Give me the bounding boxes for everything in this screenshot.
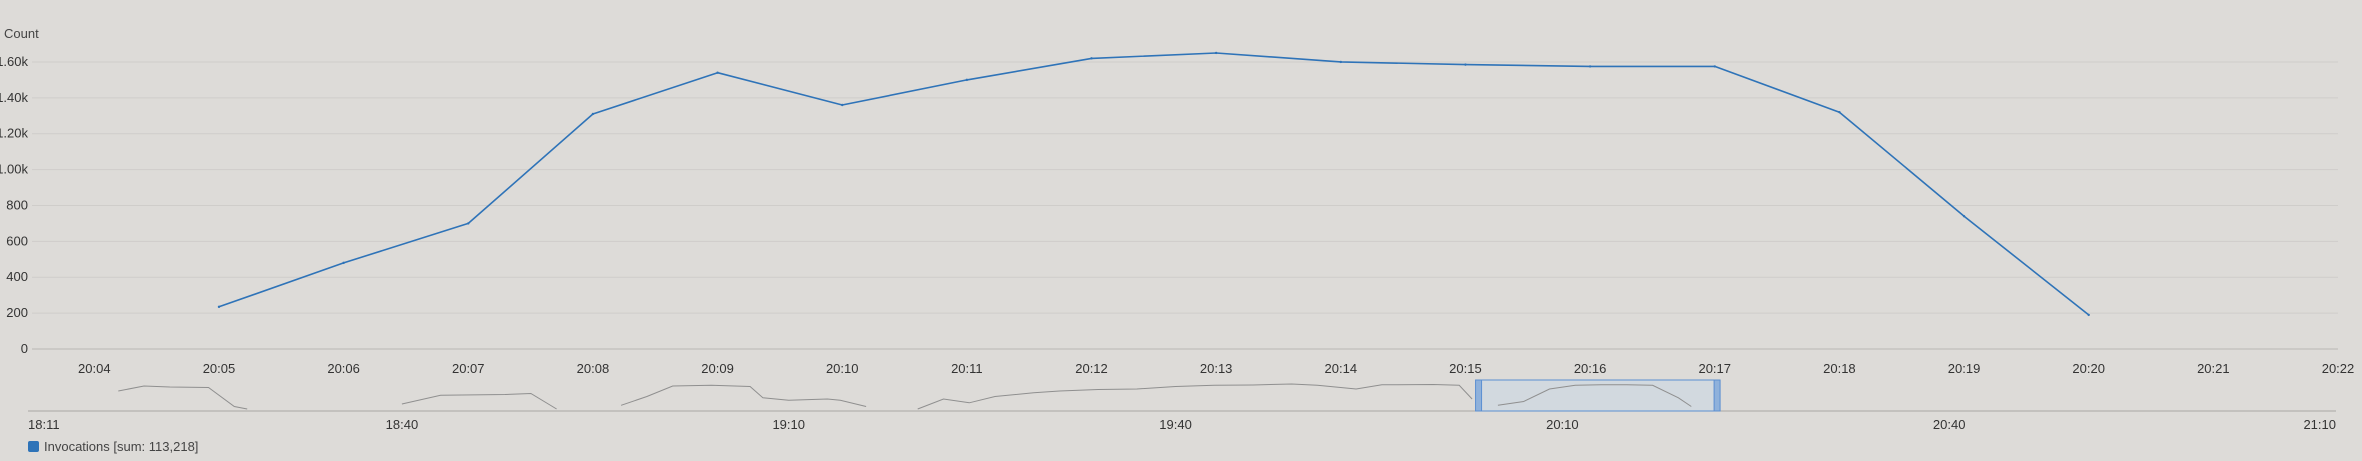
y-tick-label: 0 (21, 341, 28, 356)
navigator-tick-label: 18:40 (386, 417, 419, 432)
y-tick-label: 400 (6, 269, 28, 284)
x-tick-label: 20:09 (701, 361, 734, 376)
navigator-tick-label: 19:40 (1159, 417, 1192, 432)
data-point (1214, 51, 1218, 55)
data-point (841, 103, 844, 107)
x-tick-label: 20:21 (2197, 361, 2230, 376)
data-point (1464, 63, 1467, 66)
data-point (342, 261, 345, 265)
x-tick-label: 20:08 (577, 361, 610, 376)
x-tick-label: 20:13 (1200, 361, 1233, 376)
x-tick-label: 20:06 (327, 361, 360, 376)
data-point (591, 112, 595, 116)
y-axis-title: Count (4, 26, 39, 41)
x-tick-label: 20:12 (1075, 361, 1108, 376)
navigator-tick-label: 19:10 (772, 417, 805, 432)
x-tick-label: 20:04 (78, 361, 111, 376)
y-tick-label: 1.60k (0, 54, 28, 69)
data-point (965, 78, 969, 82)
y-tick-label: 600 (6, 233, 28, 248)
navigator-handle-right (1713, 379, 1721, 412)
y-tick-label: 200 (6, 305, 28, 320)
x-tick-label: 20:20 (2072, 361, 2105, 376)
chart-svg: Count 0 200 400 600 800 1.00k 1.20k 1.40k 1.60k 2… (0, 26, 2355, 432)
navigator-tick-label: 21:10 (2303, 417, 2336, 432)
navigator-series-line (917, 383, 1473, 410)
data-point (1090, 57, 1093, 60)
x-tick-label: 20:05 (203, 361, 236, 376)
x-tick-label: 20:22 (2322, 361, 2355, 376)
data-point (217, 305, 221, 309)
x-tick-label: 20:11 (951, 361, 983, 376)
x-tick-label: 20:16 (1574, 361, 1607, 376)
navigator-series-line (118, 385, 248, 410)
x-tick-label: 20:18 (1823, 361, 1856, 376)
data-point (467, 222, 470, 225)
navigator-series-line (1497, 384, 1692, 407)
y-tick-label: 800 (6, 197, 28, 212)
x-tick-label: 20:14 (1325, 361, 1358, 376)
data-point (1962, 215, 1966, 218)
navigator-series-line (401, 392, 557, 410)
legend[interactable]: Invocations [sum: 113,218] (28, 439, 198, 454)
legend-label: Invocations [sum: 113,218] (44, 439, 199, 454)
y-tick-label: 1.20k (0, 126, 28, 141)
series-line-invocations (218, 52, 2090, 316)
navigator-handle-left (1475, 379, 1483, 412)
navigator-series-line (620, 384, 867, 407)
navigator-tick-label: 20:40 (1933, 417, 1966, 432)
x-tick-label: 20:19 (1948, 361, 1981, 376)
data-point (1339, 60, 1343, 64)
navigator-tick-label: 20:10 (1546, 417, 1579, 432)
y-tick-label: 1.00k (0, 162, 28, 177)
data-point (2087, 313, 2090, 317)
y-tick-label: 1.40k (0, 90, 28, 105)
x-tick-label: 20:07 (452, 361, 485, 376)
data-point (716, 71, 719, 74)
navigator-tick-label: 18:11 (28, 417, 60, 432)
data-point (1838, 110, 1841, 114)
x-tick-label: 20:17 (1698, 361, 1731, 376)
data-point (1713, 65, 1716, 68)
x-tick-label: 20:15 (1449, 361, 1482, 376)
legend-swatch (28, 441, 39, 452)
x-tick-label: 20:10 (826, 361, 859, 376)
data-point (1588, 65, 1592, 68)
